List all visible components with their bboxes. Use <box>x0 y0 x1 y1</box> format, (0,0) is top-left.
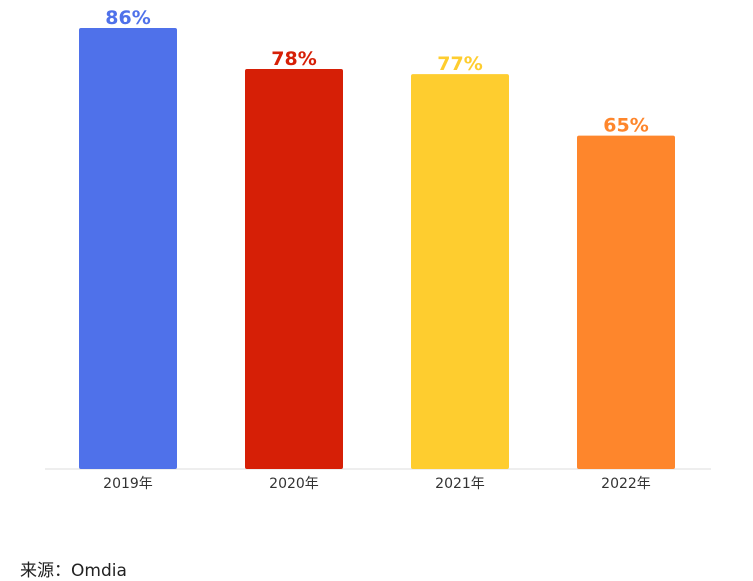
bar-chart: 86% 78% 77% 65% 2019年 2020年 2021年 2022年 <box>45 7 711 492</box>
bars-layer <box>79 28 675 470</box>
data-label-0: 86% <box>105 7 150 29</box>
data-label-3: 65% <box>603 115 648 137</box>
source-note: 来源：Omdia <box>20 561 127 581</box>
x-tick-label-1: 2020年 <box>269 476 319 492</box>
bar-3 <box>577 135 675 470</box>
x-tick-label-2: 2021年 <box>435 476 485 492</box>
data-label-2: 77% <box>437 53 482 75</box>
x-tick-labels-layer: 2019年 2020年 2021年 2022年 <box>103 476 651 492</box>
bar-1 <box>245 69 343 469</box>
bar-2 <box>411 74 509 470</box>
data-label-1: 78% <box>271 48 316 70</box>
data-labels-layer: 86% 78% 77% 65% <box>105 7 648 137</box>
x-tick-label-0: 2019年 <box>103 476 153 492</box>
bar-0 <box>79 28 177 469</box>
x-tick-label-3: 2022年 <box>601 476 651 492</box>
